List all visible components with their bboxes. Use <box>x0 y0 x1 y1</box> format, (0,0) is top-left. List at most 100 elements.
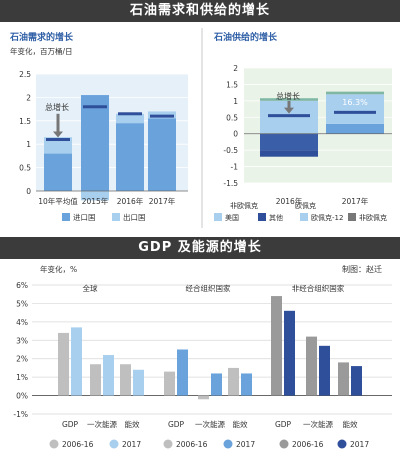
y-tick-label: 6% <box>16 281 28 290</box>
legend-label: 2006-16 <box>62 440 94 449</box>
bar-2006-16 <box>271 296 282 396</box>
y-tick-label: 0.5 <box>226 113 238 122</box>
bar-cap <box>326 91 384 95</box>
legend-label: 2017 <box>236 440 255 449</box>
bar-2017 <box>241 373 252 396</box>
x-tick-label: GDP <box>62 420 79 429</box>
legend-swatch <box>337 439 347 449</box>
total-growth-mark <box>118 112 142 116</box>
bar-opec12 <box>326 94 384 124</box>
top-banner-title: 石油需求和供给的增长 <box>0 0 400 22</box>
legend-swatch <box>279 439 289 449</box>
y-tick-label: 0% <box>16 392 28 401</box>
legend-label: 欧佩克-12 <box>311 213 343 222</box>
total-growth-mark <box>83 105 107 109</box>
total-growth-mark <box>268 114 310 118</box>
x-tick-label: 能效 <box>343 419 358 429</box>
legend-swatch-exporter <box>112 213 120 221</box>
y-tick-label: 5% <box>16 299 28 308</box>
legend-label: 美国 <box>225 213 239 222</box>
bar-us <box>260 133 318 151</box>
legend-swatch <box>258 213 266 221</box>
bar-importer <box>116 123 144 191</box>
x-tick-label: 2015年 <box>82 196 109 206</box>
legend-label: 2006-16 <box>176 440 208 449</box>
legend-label: 非欧佩克 <box>359 213 387 222</box>
bar-us <box>326 123 384 134</box>
annotation-arrow-head <box>284 107 294 114</box>
y-tick-label: 1% <box>16 373 28 382</box>
x-tick-label: 能效 <box>125 419 140 429</box>
total-growth-mark <box>334 110 376 114</box>
legend-group-opec: 欧佩克 <box>295 201 316 210</box>
x-tick-label: 能效 <box>233 419 248 429</box>
bar-2017 <box>351 366 362 396</box>
legend-swatch <box>49 439 59 449</box>
bar-2006-16 <box>338 362 349 396</box>
bar-2006-16 <box>120 364 131 396</box>
group-title: 全球 <box>83 283 98 293</box>
bar-importer <box>148 118 176 191</box>
chart-title: 石油需求的增长 <box>9 31 74 43</box>
bar-exporter <box>44 137 72 154</box>
bar-exporter <box>116 113 144 124</box>
annotation-arrow-head <box>53 131 63 138</box>
legend-swatch-importer <box>62 213 70 221</box>
credit: 制图：赵迁 <box>342 264 382 274</box>
y-tick-label: 0 <box>26 187 31 196</box>
y-tick-label: -0.5 <box>223 146 238 155</box>
legend-swatch <box>109 439 119 449</box>
y-tick-label: 4% <box>16 318 28 327</box>
y-tick-label: -1.5 <box>223 179 238 188</box>
legend-label-exporter: 出口国 <box>123 212 146 222</box>
bar-exporter <box>81 191 109 201</box>
y-tick-label: -1 <box>231 163 239 172</box>
bar-2017 <box>211 373 222 396</box>
x-tick-label: GDP <box>168 420 185 429</box>
y-tick-label: 3% <box>16 336 28 345</box>
bar-2006-16 <box>306 336 317 396</box>
y-tick-label: -1% <box>13 410 28 419</box>
x-tick-label: GDP <box>275 420 292 429</box>
y-tick-label: 1.5 <box>226 80 238 89</box>
group-title: 非经合组织国家 <box>292 283 345 293</box>
y-tick-label: 1.5 <box>19 117 31 126</box>
chart-title: 石油供给的增长 <box>213 31 278 43</box>
legend-swatch <box>300 213 308 221</box>
legend-label-importer: 进口国 <box>73 213 96 222</box>
legend-swatch <box>223 439 233 449</box>
legend-swatch <box>214 213 222 221</box>
bar-importer <box>81 95 109 191</box>
bottom-banner-title: GDP 及能源的增长 <box>0 237 400 259</box>
legend-label: 2017 <box>122 440 141 449</box>
x-tick-label: 一次能源 <box>195 419 225 429</box>
x-tick-label: 一次能源 <box>87 419 117 429</box>
y-tick-label: 2 <box>233 64 238 73</box>
x-tick-label: 2017年 <box>149 196 176 206</box>
bar-2017 <box>284 310 295 396</box>
y-tick-label: 2 <box>26 93 31 102</box>
bar-2017 <box>319 345 330 396</box>
legend-label: 其他 <box>269 213 283 222</box>
bar-2017 <box>133 369 144 396</box>
x-tick-label: 2016年 <box>276 196 303 206</box>
bar-other <box>260 150 318 157</box>
bar-2017 <box>103 355 114 396</box>
y-tick-label: 2.5 <box>19 70 31 79</box>
x-tick-label: 一次能源 <box>303 419 333 429</box>
bar-importer <box>44 153 72 191</box>
bar-2017 <box>177 349 188 396</box>
legend-swatch <box>163 439 173 449</box>
bar-2006-16 <box>90 364 101 396</box>
y-axis-label: 年变化，% <box>40 264 77 274</box>
legend-label: 2006-16 <box>292 440 324 449</box>
group-title: 经合组织国家 <box>186 283 231 293</box>
bar-2006-16 <box>58 332 69 396</box>
bar-2006-16 <box>164 371 175 396</box>
y-axis-label: 年变化，百万桶/日 <box>10 46 73 56</box>
bar-2017 <box>71 327 82 396</box>
total-growth-mark <box>46 138 70 142</box>
